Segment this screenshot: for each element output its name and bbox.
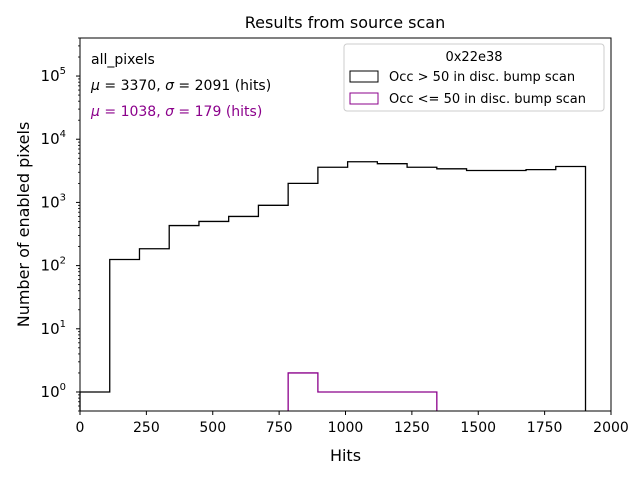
x-tick-label: 2000 (593, 420, 629, 436)
annotation-stats-line: μ = 1038, σ = 179 (hits) (90, 104, 262, 120)
y-axis: 100 101 102 103 104 105 (41, 37, 80, 412)
x-tick-label: 750 (266, 420, 293, 436)
y-tick-label: 104 (41, 129, 66, 148)
legend-swatch-occ-gt-50 (349, 70, 379, 83)
y-tick-label: 102 (41, 256, 66, 275)
series-occ-le-50 (287, 372, 438, 411)
histogram-outline (79, 161, 587, 411)
x-tick-label: 0 (76, 420, 85, 436)
x-tick-label: 1750 (527, 420, 563, 436)
y-tick-label: 103 (41, 192, 66, 211)
x-tick-label: 250 (133, 420, 160, 436)
series-occ-gt-50 (79, 161, 587, 411)
legend-swatch-occ-le-50 (349, 92, 379, 105)
histogram-outline (287, 372, 438, 411)
x-tick-label: 500 (199, 420, 226, 436)
x-tick-label: 1500 (460, 420, 496, 436)
legend-entry-occ-gt-50: Occ > 50 in disc. bump scan (389, 70, 575, 85)
series-layer (79, 161, 587, 411)
legend-entry-occ-le-50: Occ <= 50 in disc. bump scan (389, 92, 586, 107)
x-axis: 0 250 500 750 1000 1250 1500 1750 2000 (76, 411, 629, 436)
x-tick-label: 1000 (328, 420, 364, 436)
x-tick-label: 1250 (394, 420, 430, 436)
y-tick-label: 100 (41, 382, 66, 401)
legend-box (343, 43, 605, 112)
legend-title: 0x22e38 (445, 50, 502, 65)
chart-title: Results from source scan (245, 13, 445, 32)
y-tick-label: 105 (41, 66, 66, 85)
annotation-stats-line: μ = 3370, σ = 2091 (hits) (90, 78, 271, 94)
annotation-label: all_pixels (91, 52, 155, 68)
y-tick-label: 101 (41, 319, 66, 338)
x-axis-label: Hits (330, 446, 361, 465)
legend: 0x22e38 Occ > 50 in disc. bump scan Occ … (343, 43, 605, 112)
y-axis-label: Number of enabled pixels (14, 122, 33, 328)
